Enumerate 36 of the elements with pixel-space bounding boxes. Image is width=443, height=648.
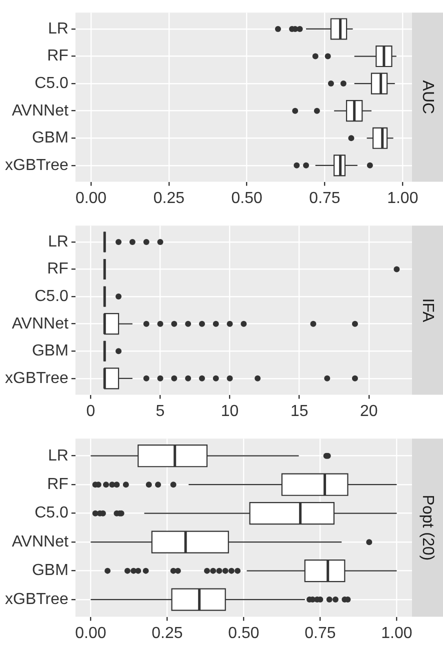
x-tick-label: 10 [220, 402, 239, 420]
x-tick-label: 0.25 [153, 190, 185, 207]
y-tick-label: GBM [32, 342, 68, 360]
text: Popt (20) [419, 494, 436, 561]
x-tick-label: 0.75 [304, 624, 336, 642]
y-tick-label: C5.0 [34, 74, 69, 92]
y-tick-label: RF [47, 48, 69, 65]
y-tick-label: GBM [32, 130, 68, 147]
y-tick-label: LR [48, 447, 68, 464]
y-tick-label: AVNNet [12, 102, 69, 120]
y-tick-label: GBM [32, 562, 68, 580]
y-tick-label: LR [48, 233, 68, 250]
x-tick-label: 0.50 [228, 624, 260, 642]
y-tick-label: C5.0 [34, 504, 69, 522]
x-tick-label: 15 [290, 402, 308, 420]
y-tick-label: C5.0 [34, 288, 69, 305]
x-tick-label: 20 [360, 402, 378, 420]
x-tick-label: 1.00 [387, 190, 418, 207]
x-tick-label: 0 [86, 402, 96, 420]
x-tick-label: 5 [156, 402, 165, 420]
x-tick-label: 0.25 [152, 624, 183, 642]
y-tick-label: AVNNet [12, 315, 69, 332]
y-tick-label: xGBTree [5, 590, 69, 608]
y-tick-label: RF [47, 476, 69, 493]
text: IFA [419, 298, 436, 323]
y-tick-label: xGBTree [5, 370, 69, 387]
y-tick-label: xGBTree [5, 156, 69, 174]
x-tick-label: 0.00 [75, 624, 106, 642]
y-tick-label: RF [47, 260, 69, 278]
x-tick-label: 0.50 [231, 190, 262, 207]
x-tick-label: 1.00 [381, 624, 412, 642]
y-tick-label: LR [48, 20, 68, 38]
x-tick-label: 0.00 [75, 190, 107, 207]
x-tick-label: 0.75 [309, 190, 340, 207]
y-tick-label: AVNNet [12, 533, 69, 550]
text: AUC [419, 80, 436, 114]
